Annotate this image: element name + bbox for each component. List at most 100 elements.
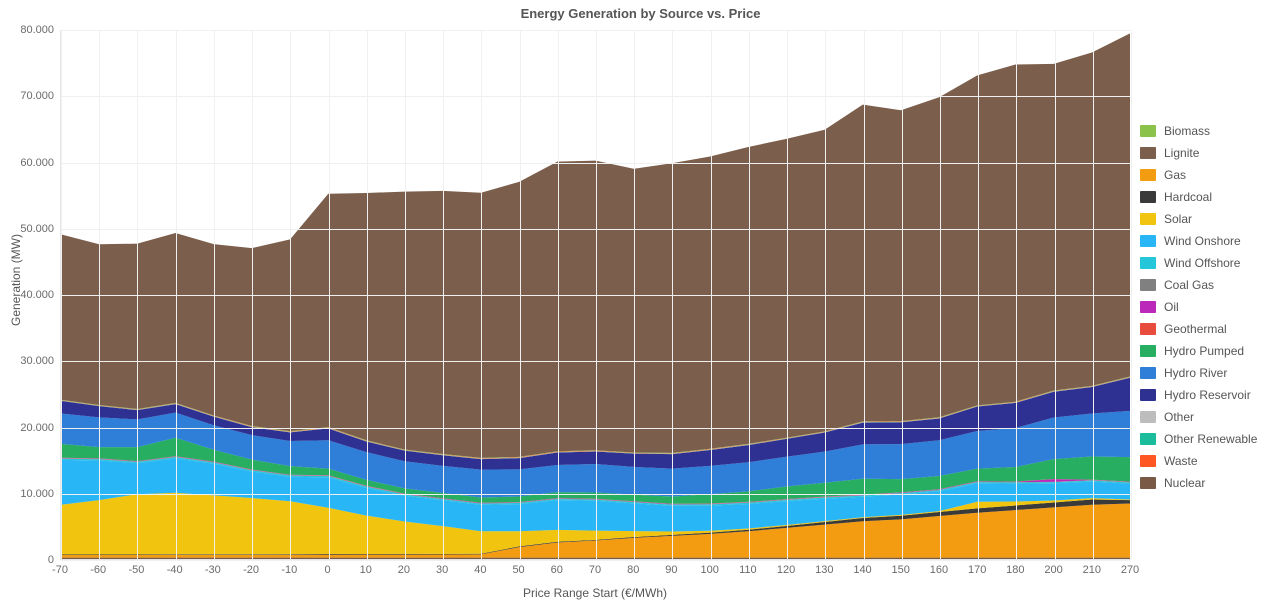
x-axis-title: Price Range Start (€/MWh) — [60, 586, 1130, 600]
legend-label: Wind Offshore — [1164, 256, 1240, 270]
x-tick-label: 180 — [1006, 564, 1024, 576]
y-tick-label: 30.000 — [0, 355, 54, 367]
legend-swatch — [1140, 345, 1156, 357]
x-tick-label: 60 — [551, 564, 563, 576]
legend-label: Geothermal — [1164, 322, 1227, 336]
legend-swatch — [1140, 389, 1156, 401]
legend-item-other[interactable]: Other — [1140, 406, 1257, 428]
legend-swatch — [1140, 477, 1156, 489]
legend-item-hydro_pumped[interactable]: Hydro Pumped — [1140, 340, 1257, 362]
legend-item-wind_offshore[interactable]: Wind Offshore — [1140, 252, 1257, 274]
legend-label: Wind Onshore — [1164, 234, 1241, 248]
x-tick-label: 40 — [474, 564, 486, 576]
grid-h — [61, 560, 1130, 561]
y-axis-title: Generation (MW) — [8, 0, 24, 560]
legend-swatch — [1140, 301, 1156, 313]
grid-h — [61, 229, 1130, 230]
x-tick-label: 120 — [777, 564, 795, 576]
x-tick-label: -30 — [205, 564, 221, 576]
x-tick-label: -40 — [167, 564, 183, 576]
x-tick-label: 140 — [853, 564, 871, 576]
legend-swatch — [1140, 279, 1156, 291]
x-tick-label: 170 — [968, 564, 986, 576]
y-tick-label: 40.000 — [0, 289, 54, 301]
y-tick-label: 0 — [0, 554, 54, 566]
x-tick-label: -70 — [52, 564, 68, 576]
legend-label: Hardcoal — [1164, 190, 1212, 204]
x-tick-label: 80 — [627, 564, 639, 576]
x-tick-label: 10 — [360, 564, 372, 576]
legend-label: Hydro River — [1164, 366, 1227, 380]
x-tick-label: 70 — [589, 564, 601, 576]
legend-item-oil[interactable]: Oil — [1140, 296, 1257, 318]
grid-h — [61, 295, 1130, 296]
legend-swatch — [1140, 191, 1156, 203]
legend-item-lignite[interactable]: Lignite — [1140, 142, 1257, 164]
x-tick-label: -50 — [128, 564, 144, 576]
y-tick-label: 20.000 — [0, 422, 54, 434]
x-tick-label: -20 — [243, 564, 259, 576]
chart-title: Energy Generation by Source vs. Price — [0, 6, 1281, 21]
chart-container: Energy Generation by Source vs. Price Ge… — [0, 0, 1281, 611]
y-tick-label: 80.000 — [0, 24, 54, 36]
x-tick-label: 20 — [398, 564, 410, 576]
legend-swatch — [1140, 411, 1156, 423]
x-tick-label: -60 — [90, 564, 106, 576]
legend-swatch — [1140, 169, 1156, 181]
legend-swatch — [1140, 323, 1156, 335]
legend-label: Biomass — [1164, 124, 1210, 138]
legend-item-gas[interactable]: Gas — [1140, 164, 1257, 186]
x-tick-label: 50 — [512, 564, 524, 576]
legend-label: Nuclear — [1164, 476, 1205, 490]
legend-label: Coal Gas — [1164, 278, 1214, 292]
legend-item-other_renewable[interactable]: Other Renewable — [1140, 428, 1257, 450]
legend-item-biomass[interactable]: Biomass — [1140, 120, 1257, 142]
legend-label: Hydro Pumped — [1164, 344, 1244, 358]
x-tick-label: 150 — [892, 564, 910, 576]
legend-item-hydro_reservoir[interactable]: Hydro Reservoir — [1140, 384, 1257, 406]
plot-area[interactable] — [60, 30, 1130, 560]
x-tick-label: 30 — [436, 564, 448, 576]
x-tick-label: 270 — [1121, 564, 1139, 576]
legend: Biomass Lignite Gas Hardcoal Solar Wind Onsho… — [1140, 120, 1257, 494]
legend-swatch — [1140, 147, 1156, 159]
x-tick-label: 160 — [930, 564, 948, 576]
legend-swatch — [1140, 433, 1156, 445]
grid-v — [1131, 30, 1132, 559]
x-tick-label: 200 — [1044, 564, 1062, 576]
legend-label: Gas — [1164, 168, 1186, 182]
legend-item-nuclear[interactable]: Nuclear — [1140, 472, 1257, 494]
legend-label: Hydro Reservoir — [1164, 388, 1251, 402]
y-tick-label: 70.000 — [0, 90, 54, 102]
legend-label: Lignite — [1164, 146, 1199, 160]
legend-item-coal_gas[interactable]: Coal Gas — [1140, 274, 1257, 296]
x-tick-label: 210 — [1083, 564, 1101, 576]
x-tick-label: 0 — [324, 564, 330, 576]
legend-item-hardcoal[interactable]: Hardcoal — [1140, 186, 1257, 208]
legend-item-hydro_river[interactable]: Hydro River — [1140, 362, 1257, 384]
legend-swatch — [1140, 455, 1156, 467]
legend-item-waste[interactable]: Waste — [1140, 450, 1257, 472]
x-tick-label: 110 — [739, 564, 757, 576]
grid-h — [61, 96, 1130, 97]
grid-h — [61, 428, 1130, 429]
legend-label: Other — [1164, 410, 1194, 424]
legend-item-wind_onshore[interactable]: Wind Onshore — [1140, 230, 1257, 252]
legend-item-solar[interactable]: Solar — [1140, 208, 1257, 230]
legend-swatch — [1140, 235, 1156, 247]
y-tick-label: 50.000 — [0, 223, 54, 235]
legend-label: Oil — [1164, 300, 1179, 314]
grid-h — [61, 30, 1130, 31]
legend-swatch — [1140, 257, 1156, 269]
grid-h — [61, 361, 1130, 362]
x-tick-label: 130 — [815, 564, 833, 576]
x-tick-label: 100 — [700, 564, 718, 576]
legend-label: Waste — [1164, 454, 1198, 468]
legend-item-geothermal[interactable]: Geothermal — [1140, 318, 1257, 340]
y-tick-label: 60.000 — [0, 157, 54, 169]
x-tick-label: 90 — [665, 564, 677, 576]
legend-swatch — [1140, 213, 1156, 225]
y-tick-label: 10.000 — [0, 488, 54, 500]
legend-swatch — [1140, 367, 1156, 379]
x-tick-label: -10 — [281, 564, 297, 576]
